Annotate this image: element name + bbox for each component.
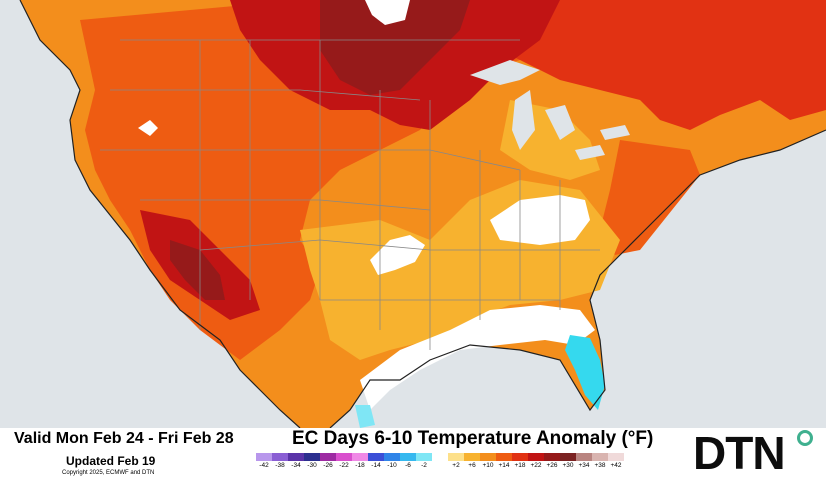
warm-region-east-coast — [600, 140, 700, 255]
legend-tick-label: +6 — [468, 462, 476, 469]
legend-swatch — [608, 453, 624, 461]
cool-region-florida — [565, 335, 605, 410]
warm-region-max — [320, 0, 470, 95]
map-footer: Valid Mon Feb 24 - Fri Feb 28 Updated Fe… — [0, 427, 826, 480]
legend-swatch — [368, 453, 384, 461]
legend-tick-label: -18 — [355, 462, 365, 469]
legend-swatch — [320, 453, 336, 461]
legend-tick-label: +14 — [498, 462, 510, 469]
great-lakes — [470, 60, 630, 160]
legend-tick-label: -6 — [405, 462, 411, 469]
legend-swatch — [400, 453, 416, 461]
legend-tick-label: -2 — [421, 462, 427, 469]
legend-labels: -42 -38 -34 -30 -26 -22 -18 -14 -10 -6 -2 +2 +6 +10 +1… — [256, 462, 622, 472]
near-normal-rockies — [138, 120, 158, 136]
legend-tick-label: +42 — [610, 462, 622, 469]
legend-swatch — [448, 453, 464, 461]
legend-tick-label: -14 — [371, 462, 381, 469]
legend-swatch — [352, 453, 368, 461]
legend-tick-label: +22 — [530, 462, 542, 469]
east-coastline — [329, 129, 826, 428]
legend-swatch — [512, 453, 528, 461]
legend-swatch — [432, 453, 448, 461]
legend-swatch — [496, 453, 512, 461]
near-normal-plains — [370, 235, 425, 275]
legend-swatch — [480, 453, 496, 461]
legend-swatch — [384, 453, 400, 461]
valid-period: Valid Mon Feb 24 - Fri Feb 28 — [14, 430, 234, 447]
legend-swatch — [576, 453, 592, 461]
hudson-bay — [365, 0, 410, 25]
legend-tick-label: +2 — [452, 462, 460, 469]
near-normal-ohio-valley — [490, 195, 590, 245]
legend-swatch — [464, 453, 480, 461]
legend-tick-label: +30 — [562, 462, 574, 469]
legend-swatch — [304, 453, 320, 461]
warm-region-southwest-core — [170, 240, 225, 300]
legend-tick-label: -22 — [339, 462, 349, 469]
color-legend: -42 -38 -34 -30 -26 -22 -18 -14 -10 -6 -2 +2 +6 +10 +1… — [256, 453, 624, 473]
legend-swatch — [256, 453, 272, 461]
dtn-logo: DTN — [693, 427, 815, 479]
temperature-anomaly-map — [0, 0, 826, 428]
logo-wordmark: DTN — [693, 427, 786, 479]
legend-swatch — [288, 453, 304, 461]
legend-tick-label: -30 — [307, 462, 317, 469]
legend-swatches — [256, 453, 624, 461]
coastline — [19, 0, 301, 428]
legend-tick-label: -38 — [275, 462, 285, 469]
legend-tick-label: -26 — [323, 462, 333, 469]
state-borders — [100, 39, 600, 350]
legend-tick-label: +26 — [546, 462, 558, 469]
legend-tick-label: +34 — [578, 462, 590, 469]
legend-tick-label: +10 — [482, 462, 494, 469]
legend-tick-label: -42 — [259, 462, 269, 469]
legend-swatch — [416, 453, 432, 461]
legend-swatch — [592, 453, 608, 461]
legend-swatch — [272, 453, 288, 461]
legend-swatch — [560, 453, 576, 461]
logo-circle-icon — [797, 430, 813, 446]
legend-tick-label: -10 — [387, 462, 397, 469]
legend-swatch — [544, 453, 560, 461]
cool-region-texas-coast — [355, 405, 375, 428]
legend-swatch — [336, 453, 352, 461]
copyright-notice: Copyright 2025, ECMWF and DTN — [62, 470, 155, 476]
near-normal-gulf — [360, 305, 595, 410]
map-svg — [19, 0, 826, 428]
legend-tick-label: +38 — [594, 462, 606, 469]
legend-tick-label: +18 — [514, 462, 526, 469]
legend-swatch — [528, 453, 544, 461]
legend-tick-label: -34 — [291, 462, 301, 469]
map-title: EC Days 6-10 Temperature Anomaly (°F) — [292, 428, 654, 449]
updated-date: Updated Feb 19 — [66, 454, 156, 468]
